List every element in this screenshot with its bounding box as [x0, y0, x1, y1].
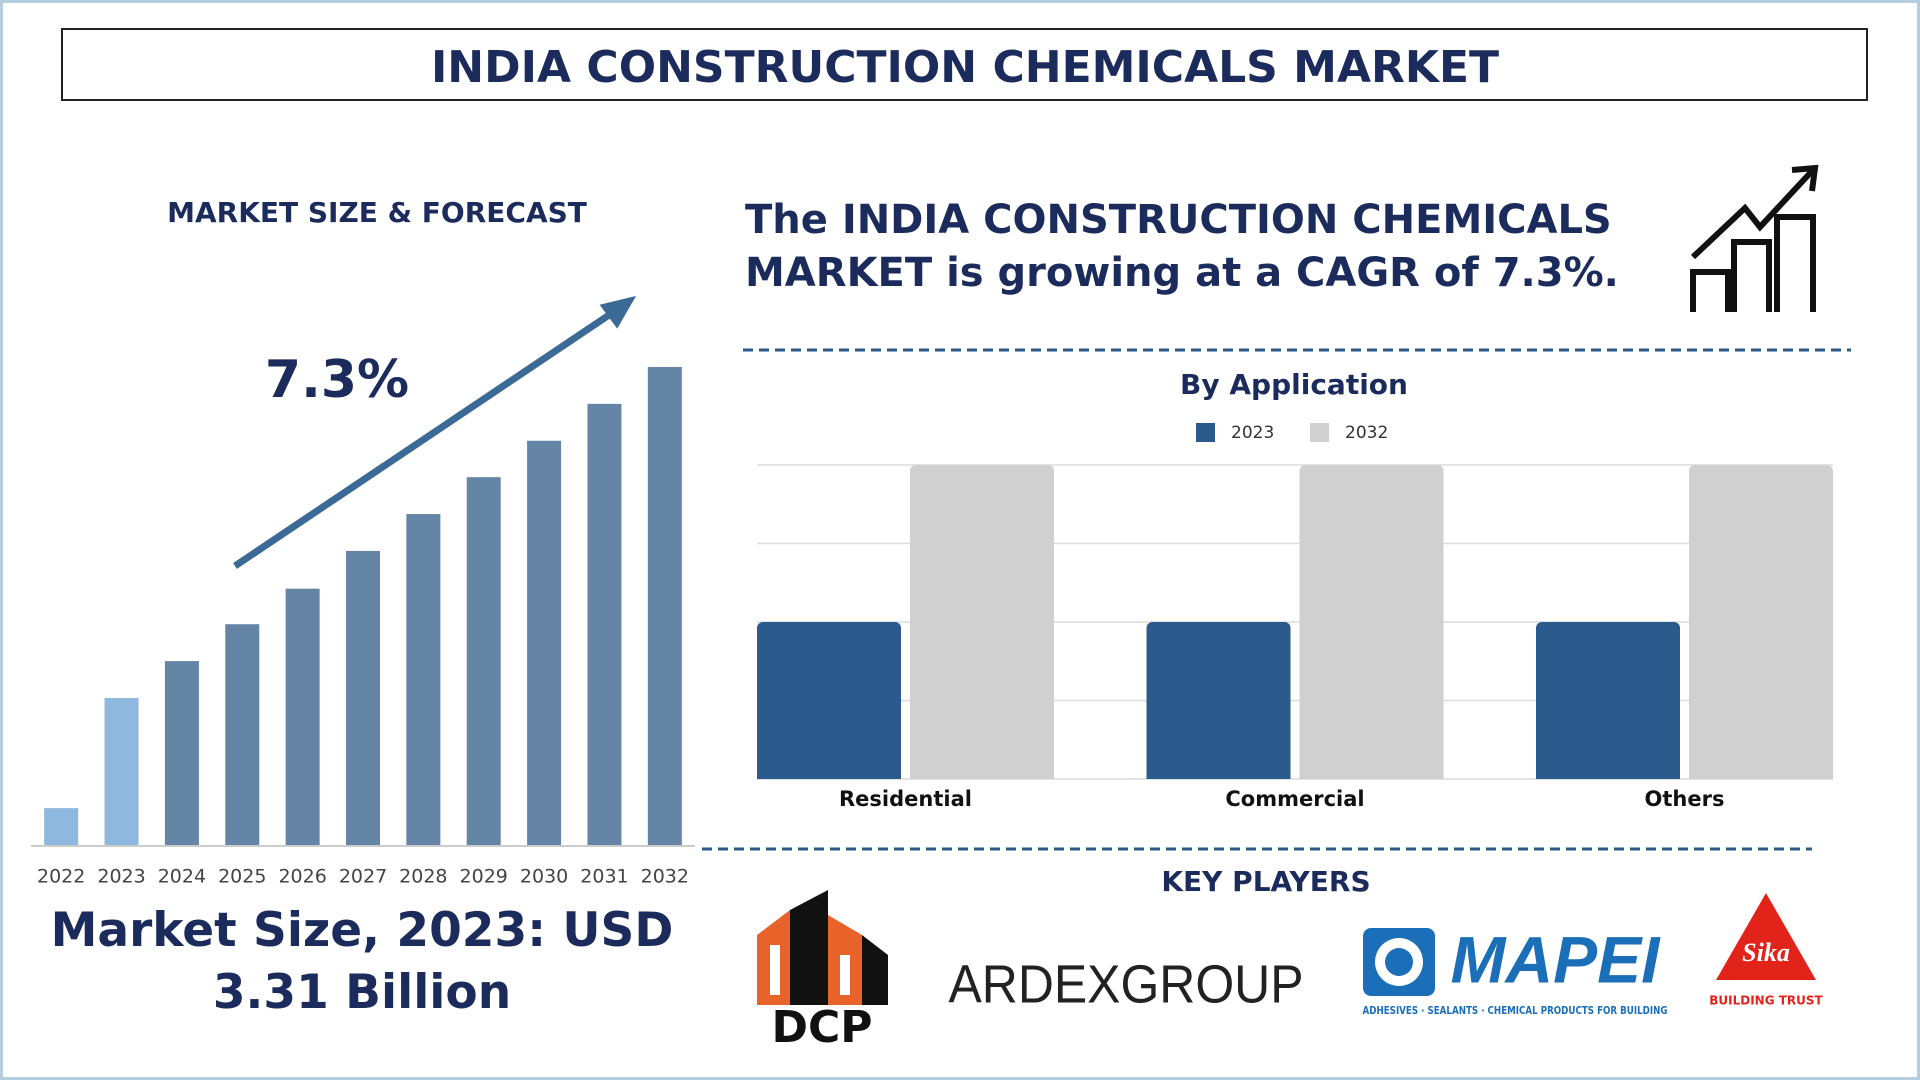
bar [164, 661, 199, 845]
bar [1146, 622, 1291, 779]
x-tick-label: 2031 [580, 866, 628, 888]
cagr-annotation: 7.3% [265, 350, 409, 410]
logo-text: Sika [1742, 938, 1790, 967]
bar [406, 514, 441, 845]
x-tick-label: 2032 [641, 866, 689, 888]
bar [225, 624, 260, 845]
logo-text: DCP [771, 1002, 872, 1053]
x-tick-label: Residential [839, 787, 972, 811]
bar [910, 465, 1054, 779]
x-tick-label: Others [1645, 787, 1725, 811]
bar [104, 697, 139, 845]
legend-swatch [1196, 423, 1215, 442]
bar-foot [1146, 771, 1291, 779]
bar [527, 440, 562, 845]
bar-foot [1536, 771, 1680, 779]
bar [346, 550, 380, 845]
bar [757, 622, 901, 779]
logo-text: MAPEI [1450, 922, 1661, 996]
bar [1536, 622, 1680, 779]
page-title: INDIA CONSTRUCTION CHEMICALS MARKET [431, 42, 1499, 93]
arrow-head [599, 295, 637, 329]
headline: The INDIA CONSTRUCTION CHEMICALS MARKET … [745, 197, 1619, 296]
section-title: KEY PLAYERS [1161, 865, 1370, 898]
bar-foot [1299, 771, 1444, 779]
legend-label: 2032 [1345, 423, 1388, 443]
bar [647, 367, 682, 845]
chart-title: MARKET SIZE & FORECAST [167, 196, 587, 229]
bar-foot [910, 771, 1054, 779]
dcp-logo: DCP [757, 890, 888, 1053]
logo-text: ADHESIVES · SEALANTS · CHEMICAL PRODUCTS… [1363, 1004, 1668, 1017]
growth-arrow [233, 306, 620, 569]
x-tick-label: 2024 [158, 866, 206, 888]
bar [587, 403, 622, 845]
growth-icon [1690, 164, 1819, 312]
bar [466, 477, 501, 845]
bar [44, 808, 79, 845]
chart-title: By Application [1180, 368, 1408, 401]
x-tick-label: 2030 [520, 866, 568, 888]
legend-label: 2023 [1231, 423, 1274, 443]
bar [1689, 465, 1833, 779]
ardex-logo: ARDEXGROUP [949, 954, 1304, 1014]
x-tick-label: 2023 [97, 866, 145, 888]
bar-foot [1689, 771, 1833, 779]
legend-swatch [1310, 423, 1329, 442]
title-box [61, 28, 1868, 101]
x-tick-label: 2028 [399, 866, 447, 888]
x-tick-label: 2029 [460, 866, 508, 888]
x-tick-label: 2027 [339, 866, 387, 888]
bar-foot [757, 771, 901, 779]
logo-text: BUILDING TRUST [1709, 994, 1823, 1008]
x-tick-label: Commercial [1225, 787, 1364, 811]
bar [1299, 465, 1444, 779]
x-tick-label: 2026 [278, 866, 326, 888]
bar [285, 588, 320, 845]
market-size: Market Size, 2023: USD 3.31 Billion [50, 903, 674, 1020]
sika-logo: Sika BUILDING TRUST [1709, 893, 1824, 1008]
x-tick-label: 2022 [37, 866, 85, 888]
x-tick-label: 2025 [218, 866, 266, 888]
mapei-logo: MAPEI ADHESIVES · SEALANTS · CHEMICAL PR… [1363, 922, 1668, 1017]
